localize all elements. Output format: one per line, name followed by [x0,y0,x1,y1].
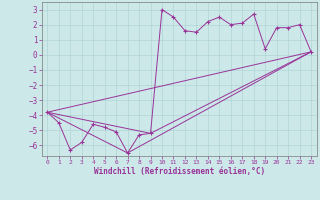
X-axis label: Windchill (Refroidissement éolien,°C): Windchill (Refroidissement éolien,°C) [94,167,265,176]
